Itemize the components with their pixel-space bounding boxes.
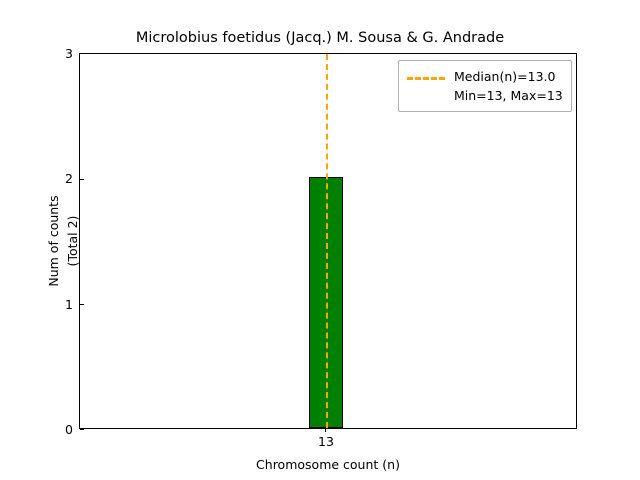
y-tick-label: 1 [65,296,73,312]
median-line [326,54,328,428]
legend-entry-median: Median(n)=13.0 [407,67,563,86]
y-tick-mark [80,53,84,55]
y-axis-label-line1: Num of counts [46,195,61,287]
y-tick-mark [80,429,84,431]
x-tick-mark [325,428,327,432]
dashed-line-icon [407,71,445,83]
legend-entry-minmax: Min=13, Max=13 [407,86,563,105]
no-marker-icon [407,90,445,102]
y-tick-label: 0 [65,422,73,437]
plot-area: 0 1 2 3 13 [65,46,577,449]
y-axis-label-line2: (Total 2) [65,215,80,267]
y-tick-label: 3 [65,46,73,61]
legend-label-minmax: Min=13, Max=13 [454,88,563,103]
x-tick-label: 13 [318,434,334,449]
y-tick-mark [80,304,84,306]
legend: Median(n)=13.0 Min=13, Max=13 [398,60,572,112]
y-axis-label: Num of counts (Total 2) [44,53,84,429]
chart-title: Microlobius foetidus (Jacq.) M. Sousa & … [135,30,505,46]
x-axis-label: Chromosome count (n) [256,457,400,472]
legend-label-median: Median(n)=13.0 [454,69,556,84]
y-tick-mark [80,178,84,180]
y-tick-label: 2 [65,171,73,187]
